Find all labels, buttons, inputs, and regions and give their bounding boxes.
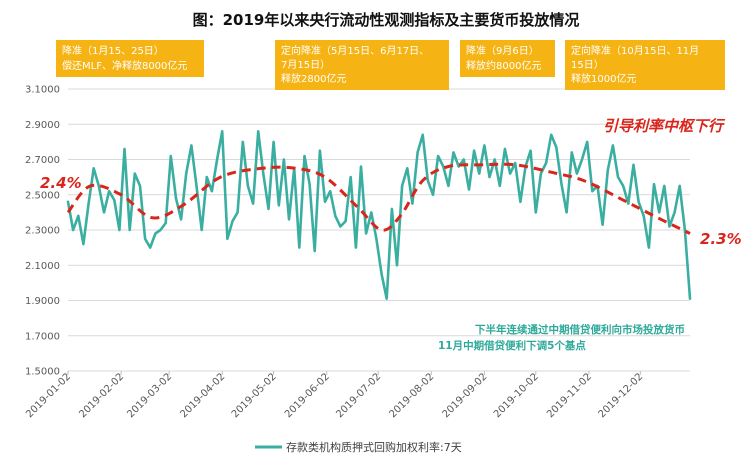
legend: 存款类机构质押式回购加权利率:7天 (255, 440, 462, 454)
x-tick-label: 2019-02-02 (77, 371, 126, 420)
x-tick-label: 2019-05-02 (230, 371, 279, 420)
x-tick-label: 2019-07-02 (334, 371, 383, 420)
y-tick-label: 3.1000 (25, 85, 60, 96)
x-tick-labels: 2019-01-02 2019-02-02 2019-03-02 2019-04-02… (24, 371, 645, 420)
annotation-box-4: 定向降准（10月15日、11月 15日） 释放1000亿元 (565, 40, 725, 90)
series-line-0 (66, 130, 692, 301)
annotation-box-4-line3: 释放1000亿元 (571, 72, 636, 85)
annotation-box-3-line1: 降准（9月6日） (466, 44, 539, 57)
trend-caption: 引导利率中枢下行 (603, 117, 726, 135)
y-tick-labels: 3.1000 2.9000 2.7000 2.5000 2.3000 2.1000 1.90… (25, 85, 60, 378)
annotation-boxes: 降准（1月15、25日） 偿还MLF、净释放8000亿元 定向降准（5月15日、… (56, 40, 725, 90)
annotation-box-4-line1: 定向降准（10月15日、11月 (571, 44, 699, 57)
annotation-box-2-line3: 释放2800亿元 (281, 72, 346, 85)
annotation-box-1-line1: 降准（1月15、25日） (62, 44, 164, 57)
y-tick-label: 2.5000 (25, 190, 60, 201)
annotation-box-3: 降准（9月6日） 释放约8000亿元 (460, 40, 555, 77)
y-tick-label: 1.9000 (25, 296, 60, 307)
series-rate-7d (66, 130, 692, 301)
annotation-box-4-line2: 15日） (571, 59, 604, 71)
annotation-box-3-line2: 释放约8000亿元 (466, 59, 541, 72)
x-tick-label: 2019-01-02 (24, 371, 73, 420)
y-tick-label: 2.1000 (25, 261, 60, 272)
y-tick-label: 2.9000 (25, 120, 60, 131)
legend-label: 存款类机构质押式回购加权利率:7天 (286, 440, 462, 454)
annotation-box-2-line2: 7月15日） (281, 59, 330, 71)
trend-end-label: 2.3% (700, 230, 742, 248)
x-tick-label: 2019-06-02 (283, 371, 332, 420)
trend-line (66, 162, 691, 235)
annotation-box-1: 降准（1月15、25日） 偿还MLF、净释放8000亿元 (56, 40, 204, 77)
x-tick-label: 2019-08-02 (388, 371, 437, 420)
x-tick-label: 2019-12-02 (597, 371, 646, 420)
annotation-box-2-line1: 定向降准（5月15日、6月17日、 (281, 44, 429, 57)
note-line-1: 下半年连续通过中期借贷便利向市场投放货币 (475, 323, 685, 336)
annotation-box-1-line2: 偿还MLF、净释放8000亿元 (62, 59, 187, 72)
y-tick-label: 1.5000 (25, 367, 60, 378)
y-tick-label: 2.7000 (25, 155, 60, 166)
note-line-2: 11月中期借贷便利下调5个基点 (438, 339, 586, 352)
x-tick-label: 2019-04-02 (178, 371, 227, 420)
trend-curve (66, 162, 691, 235)
y-tick-label: 1.7000 (25, 331, 60, 342)
x-tick-label: 2019-03-02 (125, 371, 174, 420)
x-tick-label: 2019-10-02 (492, 371, 541, 420)
trend-start-label: 2.4% (40, 174, 82, 192)
x-tick-label: 2019-09-02 (441, 371, 490, 420)
x-tick-label: 2019-11-02 (545, 371, 594, 420)
chart-title: 图：2019年以来央行流动性观测指标及主要货币投放情况 (193, 11, 580, 29)
y-tick-label: 2.3000 (25, 226, 60, 237)
annotation-box-2: 定向降准（5月15日、6月17日、 7月15日） 释放2800亿元 (275, 40, 449, 90)
